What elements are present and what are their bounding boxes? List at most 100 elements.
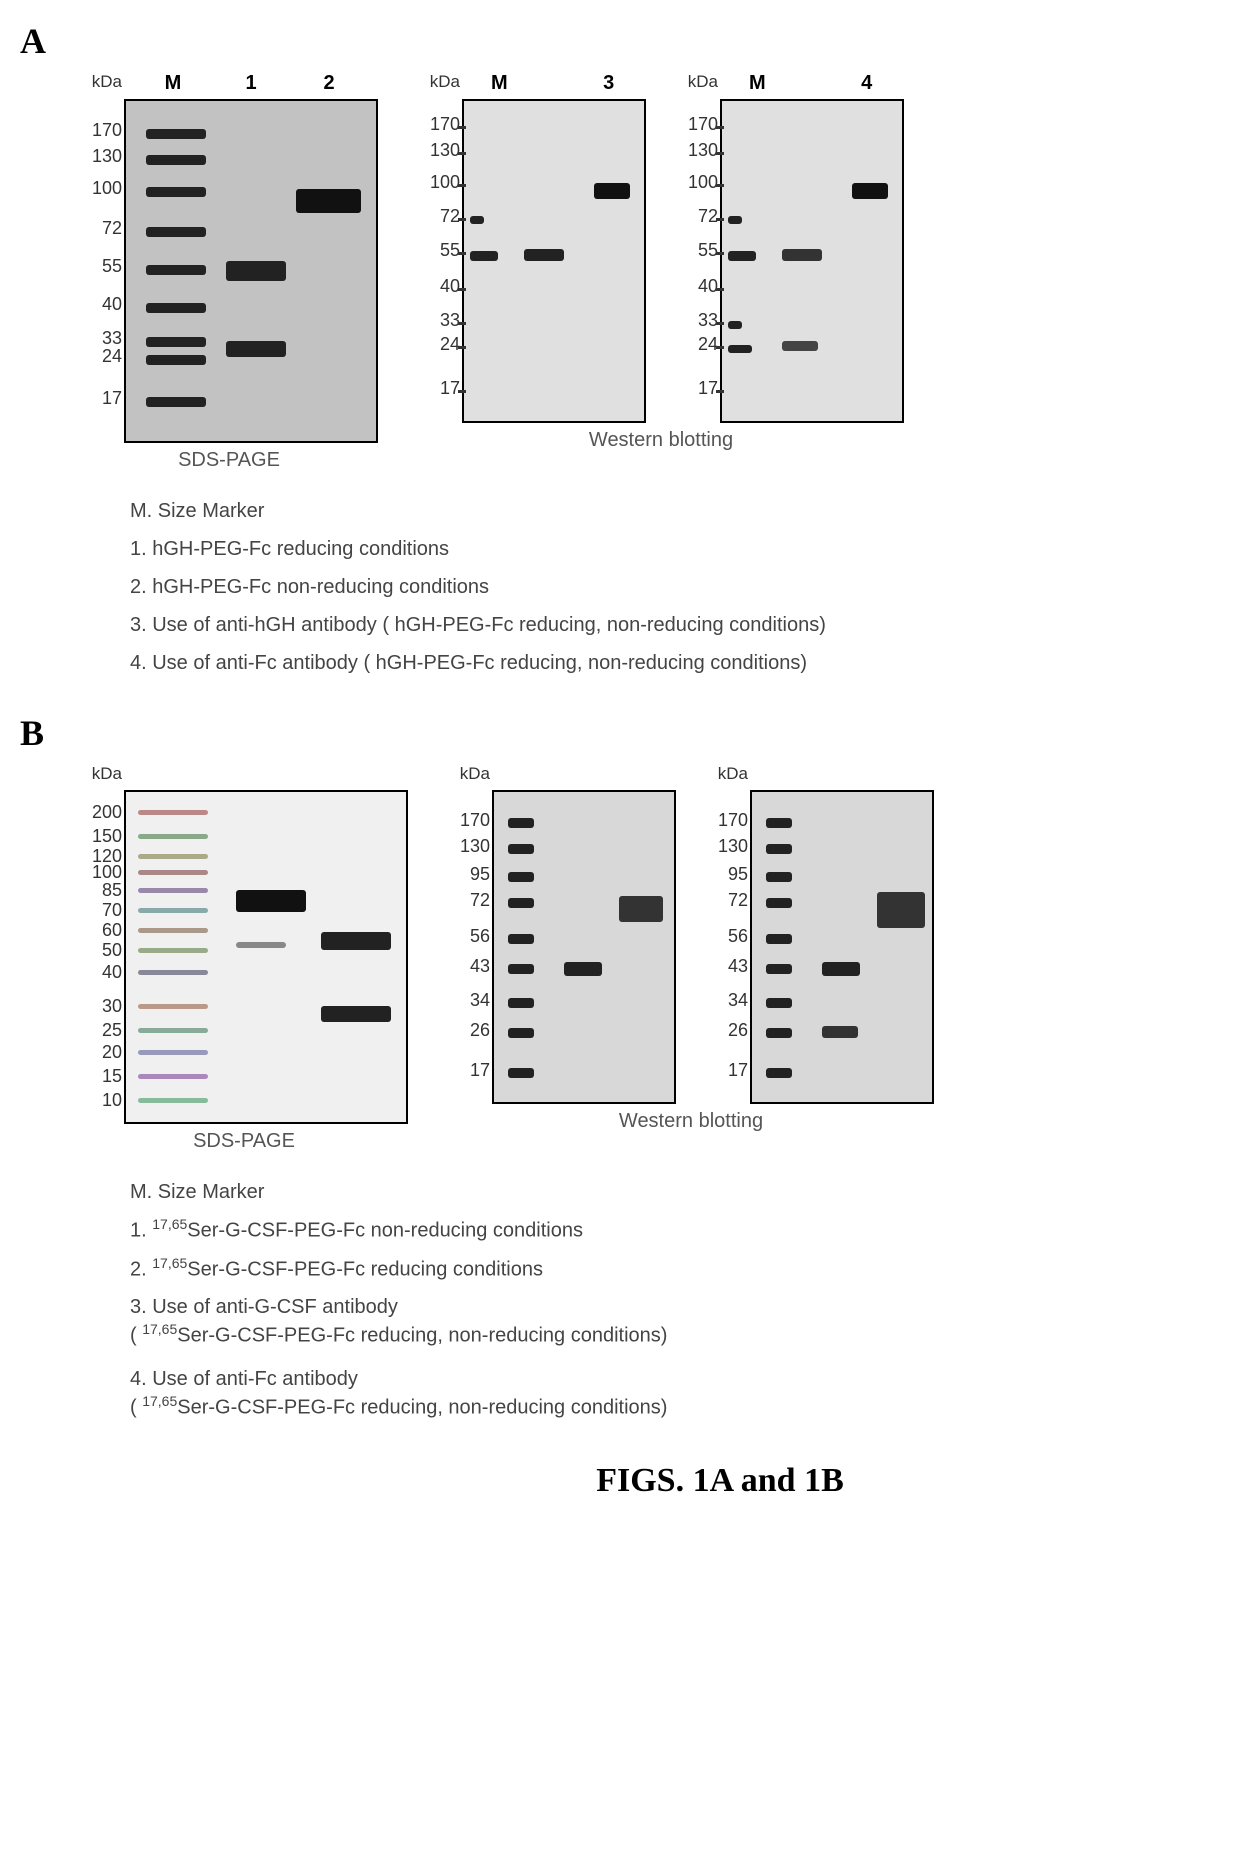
panel-b-sds-wrap xyxy=(124,764,408,1124)
panel-b-wb2-gel xyxy=(750,790,934,1104)
mw-label: 100 xyxy=(430,172,460,193)
panel-b-sds-group: kDa20015012010085706050403025201510 SDS-… xyxy=(80,764,408,1153)
marker-band xyxy=(138,888,208,893)
marker-band xyxy=(138,928,208,933)
marker-band xyxy=(138,970,208,975)
panel-b-wb-row: kDa17013095725643342617 kDa1701309572564… xyxy=(448,764,934,1104)
tick xyxy=(716,184,724,187)
panel-a-wb2-container: kDa170130100725540332417 M4 xyxy=(676,72,904,423)
panel-a-sds-group: kDa170130100725540332417 M12 SDS-PAGE xyxy=(80,72,378,472)
mw-label: 24 xyxy=(698,334,718,355)
marker-band xyxy=(508,934,534,944)
marker-band xyxy=(508,1068,534,1078)
mw-label: 30 xyxy=(102,996,122,1017)
sample-band xyxy=(226,341,286,357)
kda-unit-label: kDa xyxy=(92,764,122,784)
legend-line: 4. Use of anti-Fc antibody ( hGH-PEG-Fc … xyxy=(130,644,1220,682)
sample-band xyxy=(782,249,822,261)
tick xyxy=(458,346,466,349)
mw-label: 72 xyxy=(728,890,748,911)
marker-band xyxy=(138,908,208,913)
lane-label: 1 xyxy=(212,72,290,95)
marker-band xyxy=(138,870,208,875)
sample-band xyxy=(226,261,286,281)
marker-band xyxy=(470,216,484,224)
mw-label: 26 xyxy=(470,1020,490,1041)
marker-band xyxy=(508,872,534,882)
mw-label: 130 xyxy=(92,146,122,167)
sample-band xyxy=(236,942,286,948)
mw-label: 70 xyxy=(102,900,122,921)
sample-band xyxy=(564,962,602,976)
mw-label: 33 xyxy=(440,310,460,331)
panel-b-wb1-gel xyxy=(492,790,676,1104)
marker-band xyxy=(146,303,206,313)
lane-label: 4 xyxy=(839,72,894,95)
marker-band xyxy=(728,251,756,261)
sample-band xyxy=(236,890,306,912)
tick xyxy=(716,322,724,325)
lane-label: 2 xyxy=(290,72,368,95)
mw-label: 130 xyxy=(460,836,490,857)
panel-b-sds-caption: SDS-PAGE xyxy=(193,1130,295,1153)
mw-label: 130 xyxy=(688,140,718,161)
panel-a-wb1-wrap: M3 xyxy=(462,72,646,423)
mw-label: 72 xyxy=(102,218,122,239)
mw-label: 200 xyxy=(92,802,122,823)
mw-label: 55 xyxy=(698,240,718,261)
sample-band xyxy=(852,183,888,199)
panel-a-sds-container: kDa170130100725540332417 M12 xyxy=(80,72,378,443)
legend-line: 2. hGH-PEG-Fc non-reducing conditions xyxy=(130,568,1220,606)
kda-unit-label: kDa xyxy=(688,72,718,92)
sample-band xyxy=(296,189,361,213)
mw-label: 72 xyxy=(440,206,460,227)
marker-band xyxy=(766,898,792,908)
panel-a-wb2-lanes: M4 xyxy=(720,72,904,99)
panel-a-wb1-lanes: M3 xyxy=(462,72,646,99)
legend-line: 1. hGH-PEG-Fc reducing conditions xyxy=(130,530,1220,568)
marker-band xyxy=(508,898,534,908)
lane-label: M xyxy=(472,72,527,95)
legend-line: ( 17,65Ser-G-CSF-PEG-Fc reducing, non-re… xyxy=(130,1392,1220,1422)
marker-band xyxy=(146,129,206,139)
marker-band xyxy=(766,1068,792,1078)
marker-band xyxy=(138,854,208,859)
mw-label: 40 xyxy=(102,294,122,315)
panel-b-sds-kda-col: kDa20015012010085706050403025201510 xyxy=(80,764,124,1120)
panel-b-wb1-kda-col: kDa17013095725643342617 xyxy=(448,764,492,1100)
sample-band xyxy=(321,932,391,950)
panel-b-sds-container: kDa20015012010085706050403025201510 xyxy=(80,764,408,1124)
marker-band xyxy=(138,1028,208,1033)
mw-label: 95 xyxy=(470,864,490,885)
mw-label: 50 xyxy=(102,940,122,961)
marker-band xyxy=(508,1028,534,1038)
marker-band xyxy=(766,844,792,854)
panel-b-wb2-container: kDa17013095725643342617 xyxy=(706,764,934,1104)
mw-label: 17 xyxy=(728,1060,748,1081)
kda-unit-label: kDa xyxy=(460,764,490,784)
panel-a-wb1-gel xyxy=(462,99,646,423)
lane-label: M xyxy=(730,72,785,95)
tick xyxy=(716,346,724,349)
legend-line: 1. 17,65Ser-G-CSF-PEG-Fc non-reducing co… xyxy=(130,1211,1220,1250)
sample-band xyxy=(782,341,818,351)
tick xyxy=(458,322,466,325)
mw-label: 43 xyxy=(470,956,490,977)
marker-band xyxy=(508,818,534,828)
tick xyxy=(458,152,466,155)
sample-band xyxy=(594,183,630,199)
panel-a-wb-row: kDa170130100725540332417 M3 kDa170130100… xyxy=(418,72,904,423)
panel-a-wb1-kda-col: kDa170130100725540332417 xyxy=(418,72,462,418)
tick xyxy=(458,218,466,221)
tick xyxy=(716,218,724,221)
mw-label: 17 xyxy=(102,388,122,409)
panel-a-sds-kda-col: kDa170130100725540332417 xyxy=(80,72,124,438)
mw-label: 55 xyxy=(440,240,460,261)
mw-label: 15 xyxy=(102,1066,122,1087)
lane-label: 3 xyxy=(581,72,636,95)
marker-band xyxy=(138,1050,208,1055)
tick xyxy=(716,152,724,155)
marker-band xyxy=(766,964,792,974)
panel-b-wb2-wrap xyxy=(750,764,934,1104)
sample-band xyxy=(321,1006,391,1022)
